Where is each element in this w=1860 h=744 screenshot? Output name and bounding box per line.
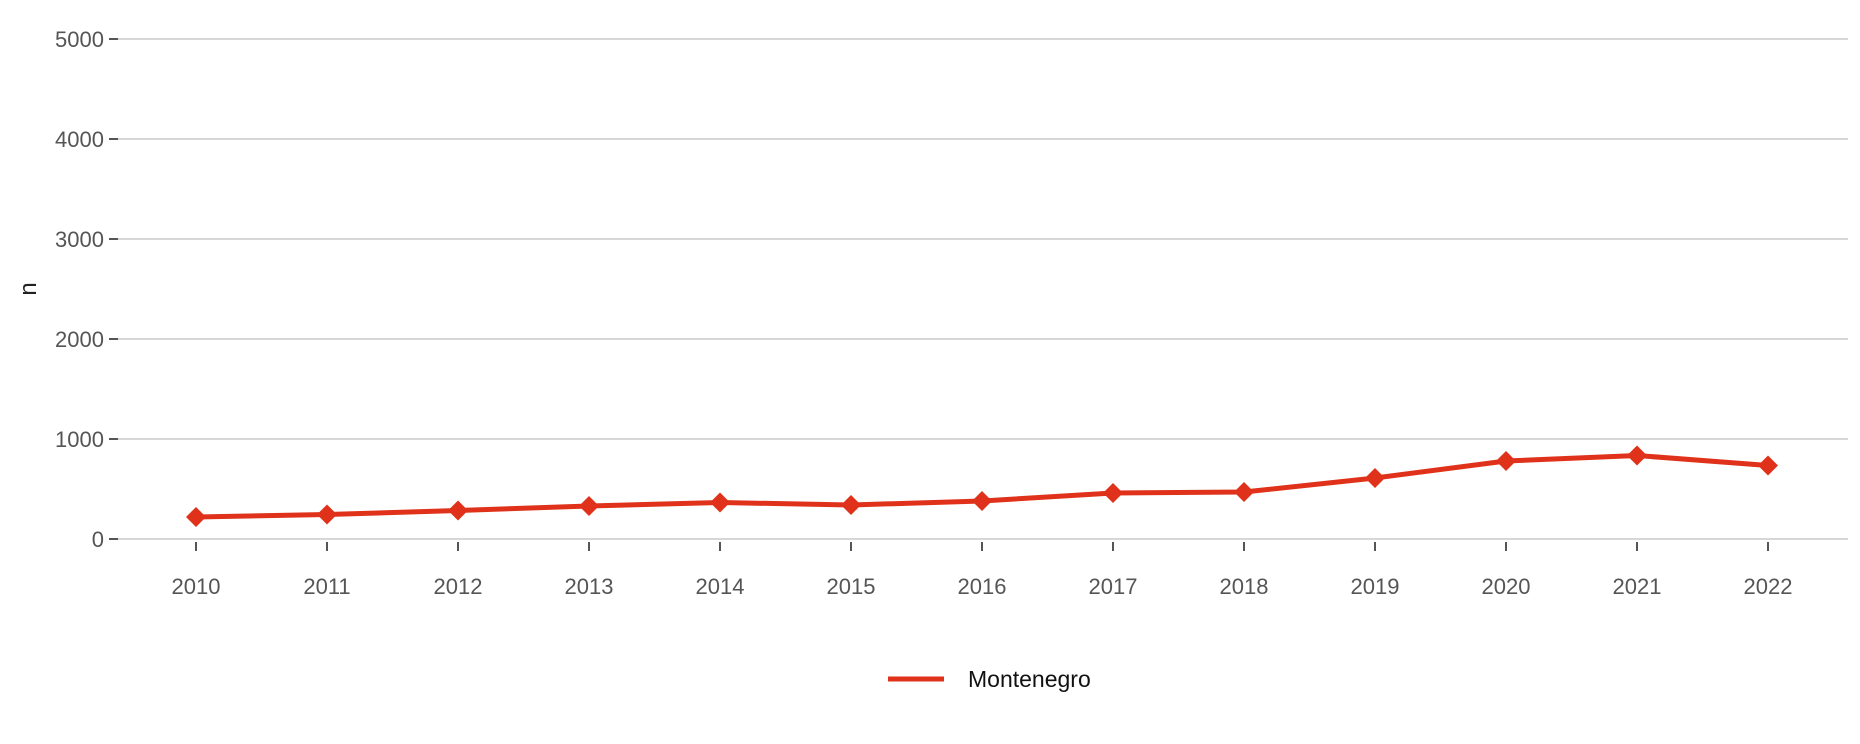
data-point [972, 491, 992, 511]
data-point [1365, 468, 1385, 488]
data-point [579, 496, 599, 516]
series-layer [186, 445, 1778, 527]
y-tick-label: 3000 [55, 227, 104, 252]
y-axis: 0 1000 2000 3000 4000 5000 [55, 27, 118, 552]
x-tick-label: 2022 [1744, 574, 1793, 599]
y-tick-label: 2000 [55, 327, 104, 352]
x-tick-label: 2010 [172, 574, 221, 599]
x-tick-label: 2011 [303, 574, 350, 599]
x-tick-label: 2014 [696, 574, 745, 599]
data-point [710, 492, 730, 513]
y-tick-label: 4000 [55, 127, 104, 152]
x-tick-label: 2016 [958, 574, 1007, 599]
x-tick-label: 2017 [1089, 574, 1138, 599]
x-tick-label: 2012 [434, 574, 483, 599]
data-point [317, 504, 337, 525]
x-tick-label: 2013 [565, 574, 614, 599]
data-point [1496, 451, 1516, 471]
data-point [1758, 455, 1778, 476]
legend-label: Montenegro [968, 666, 1091, 692]
data-point [1627, 445, 1647, 466]
y-axis-title: n [15, 282, 42, 295]
y-tick-label: 0 [92, 527, 104, 552]
data-point [1103, 483, 1123, 503]
data-point [841, 495, 861, 515]
x-tick-label: 2020 [1482, 574, 1531, 599]
data-point [448, 500, 468, 521]
x-axis: 2010 2011 2012 2013 2014 2015 2016 2017 2018 2019… [172, 542, 1793, 599]
data-point [1234, 482, 1254, 502]
x-tick-label: 2018 [1220, 574, 1269, 599]
y-tick-label: 1000 [55, 427, 104, 452]
x-tick-label: 2019 [1351, 574, 1400, 599]
y-tick-label: 5000 [55, 27, 104, 52]
legend: Montenegro [888, 666, 1091, 692]
x-tick-label: 2021 [1613, 574, 1662, 599]
x-tick-label: 2015 [827, 574, 876, 599]
gridlines [118, 38, 1848, 540]
data-point [186, 507, 206, 527]
